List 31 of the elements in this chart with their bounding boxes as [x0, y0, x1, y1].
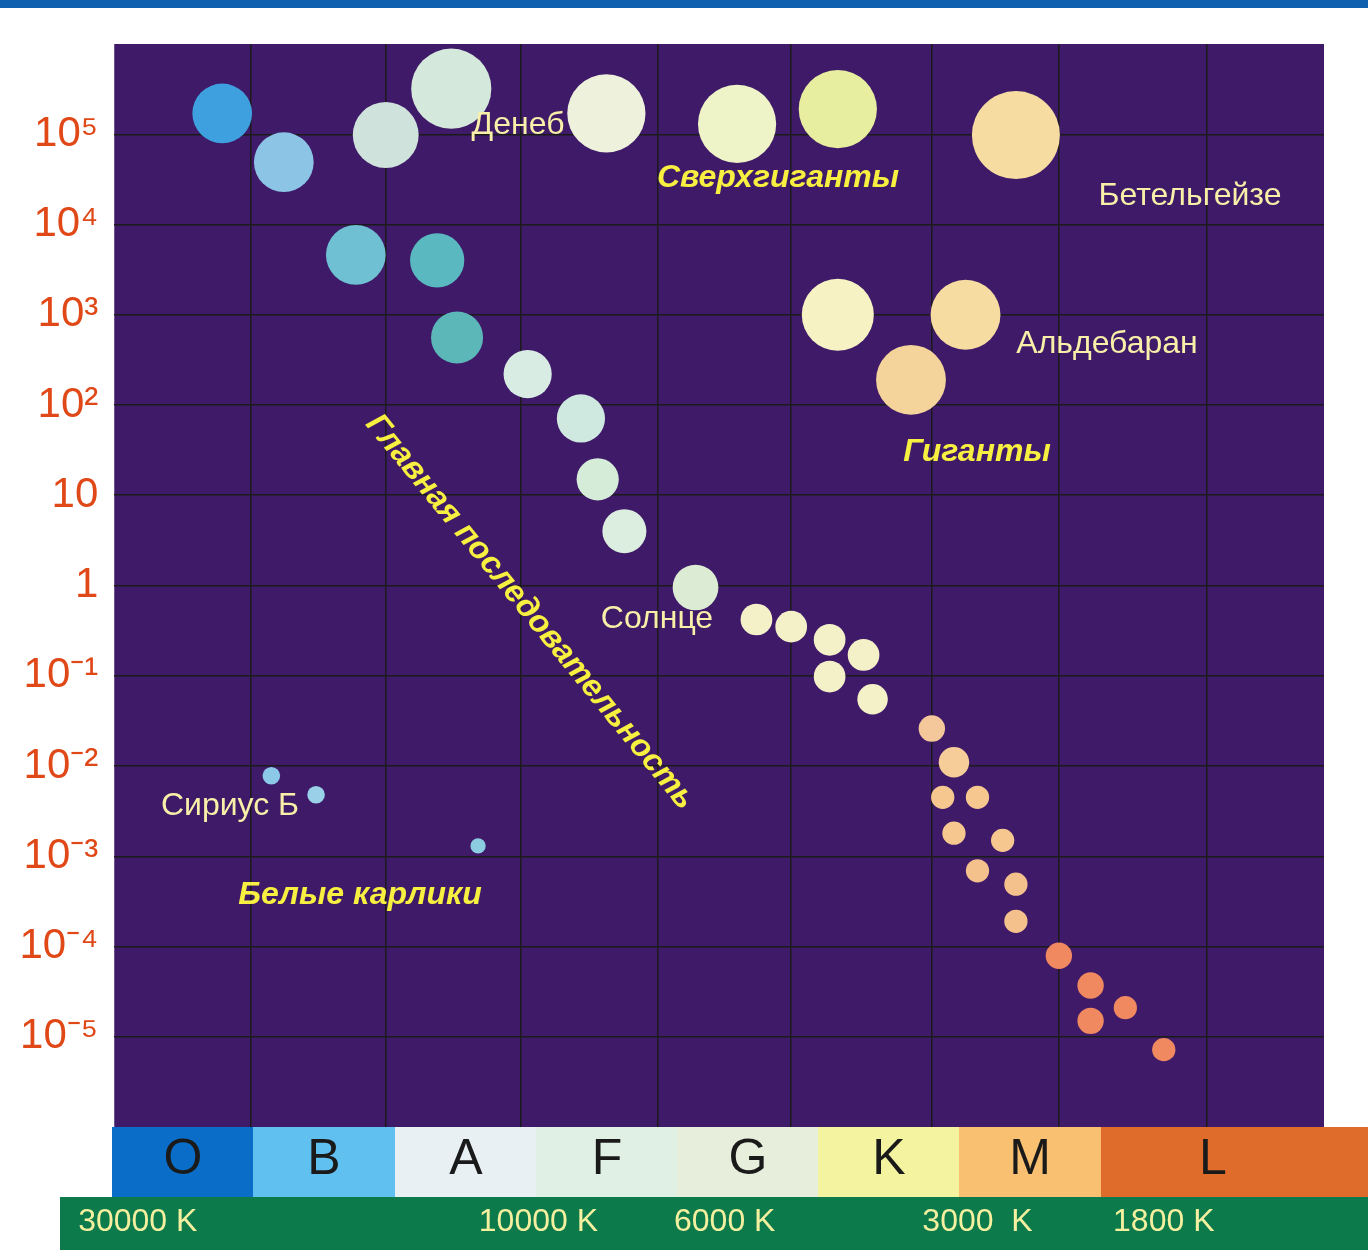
y-tick-label: 10⁴ — [33, 198, 99, 246]
annotation: Альдебаран — [1016, 323, 1198, 360]
y-tick-label: 10⁻⁵ — [20, 1010, 99, 1058]
text: O — [163, 1128, 203, 1185]
y-tick-label: 10⁵ — [34, 107, 99, 155]
text: B — [307, 1128, 341, 1185]
annotation: Белые карлики — [238, 874, 482, 911]
text: F — [591, 1128, 623, 1185]
x-tick-label: 3000 K — [922, 1202, 1033, 1239]
y-tick-label: 10⁻⁴ — [19, 920, 99, 968]
x-tick-label: 1800 K — [1113, 1202, 1215, 1239]
annotation: Денеб — [471, 104, 565, 141]
x-tick-label: 6000 K — [674, 1202, 776, 1239]
text: K — [872, 1128, 906, 1185]
y-tick-label: 10 — [51, 468, 99, 516]
text: L — [1199, 1128, 1227, 1185]
text: A — [449, 1128, 484, 1185]
annotation: Сириус Б — [160, 785, 300, 822]
y-tick-label: 10³ — [37, 288, 99, 336]
y-tick-label: 10⁻¹ — [23, 649, 99, 697]
text: G — [728, 1128, 768, 1185]
y-tick-label: 10⁻³ — [23, 829, 99, 877]
y-tick-label: 10² — [37, 378, 99, 426]
annotation: Гиганты — [903, 431, 1051, 468]
x-tick-label: 10000 K — [478, 1202, 599, 1239]
x-tick-label: 30000 K — [78, 1202, 198, 1239]
y-tick-label: 10⁻² — [23, 739, 99, 787]
annotation: Сверхгиганты — [656, 157, 900, 194]
y-tick-label: 1 — [74, 559, 99, 607]
text: M — [1009, 1128, 1051, 1185]
annotation: Бетельгейзе — [1098, 175, 1282, 212]
